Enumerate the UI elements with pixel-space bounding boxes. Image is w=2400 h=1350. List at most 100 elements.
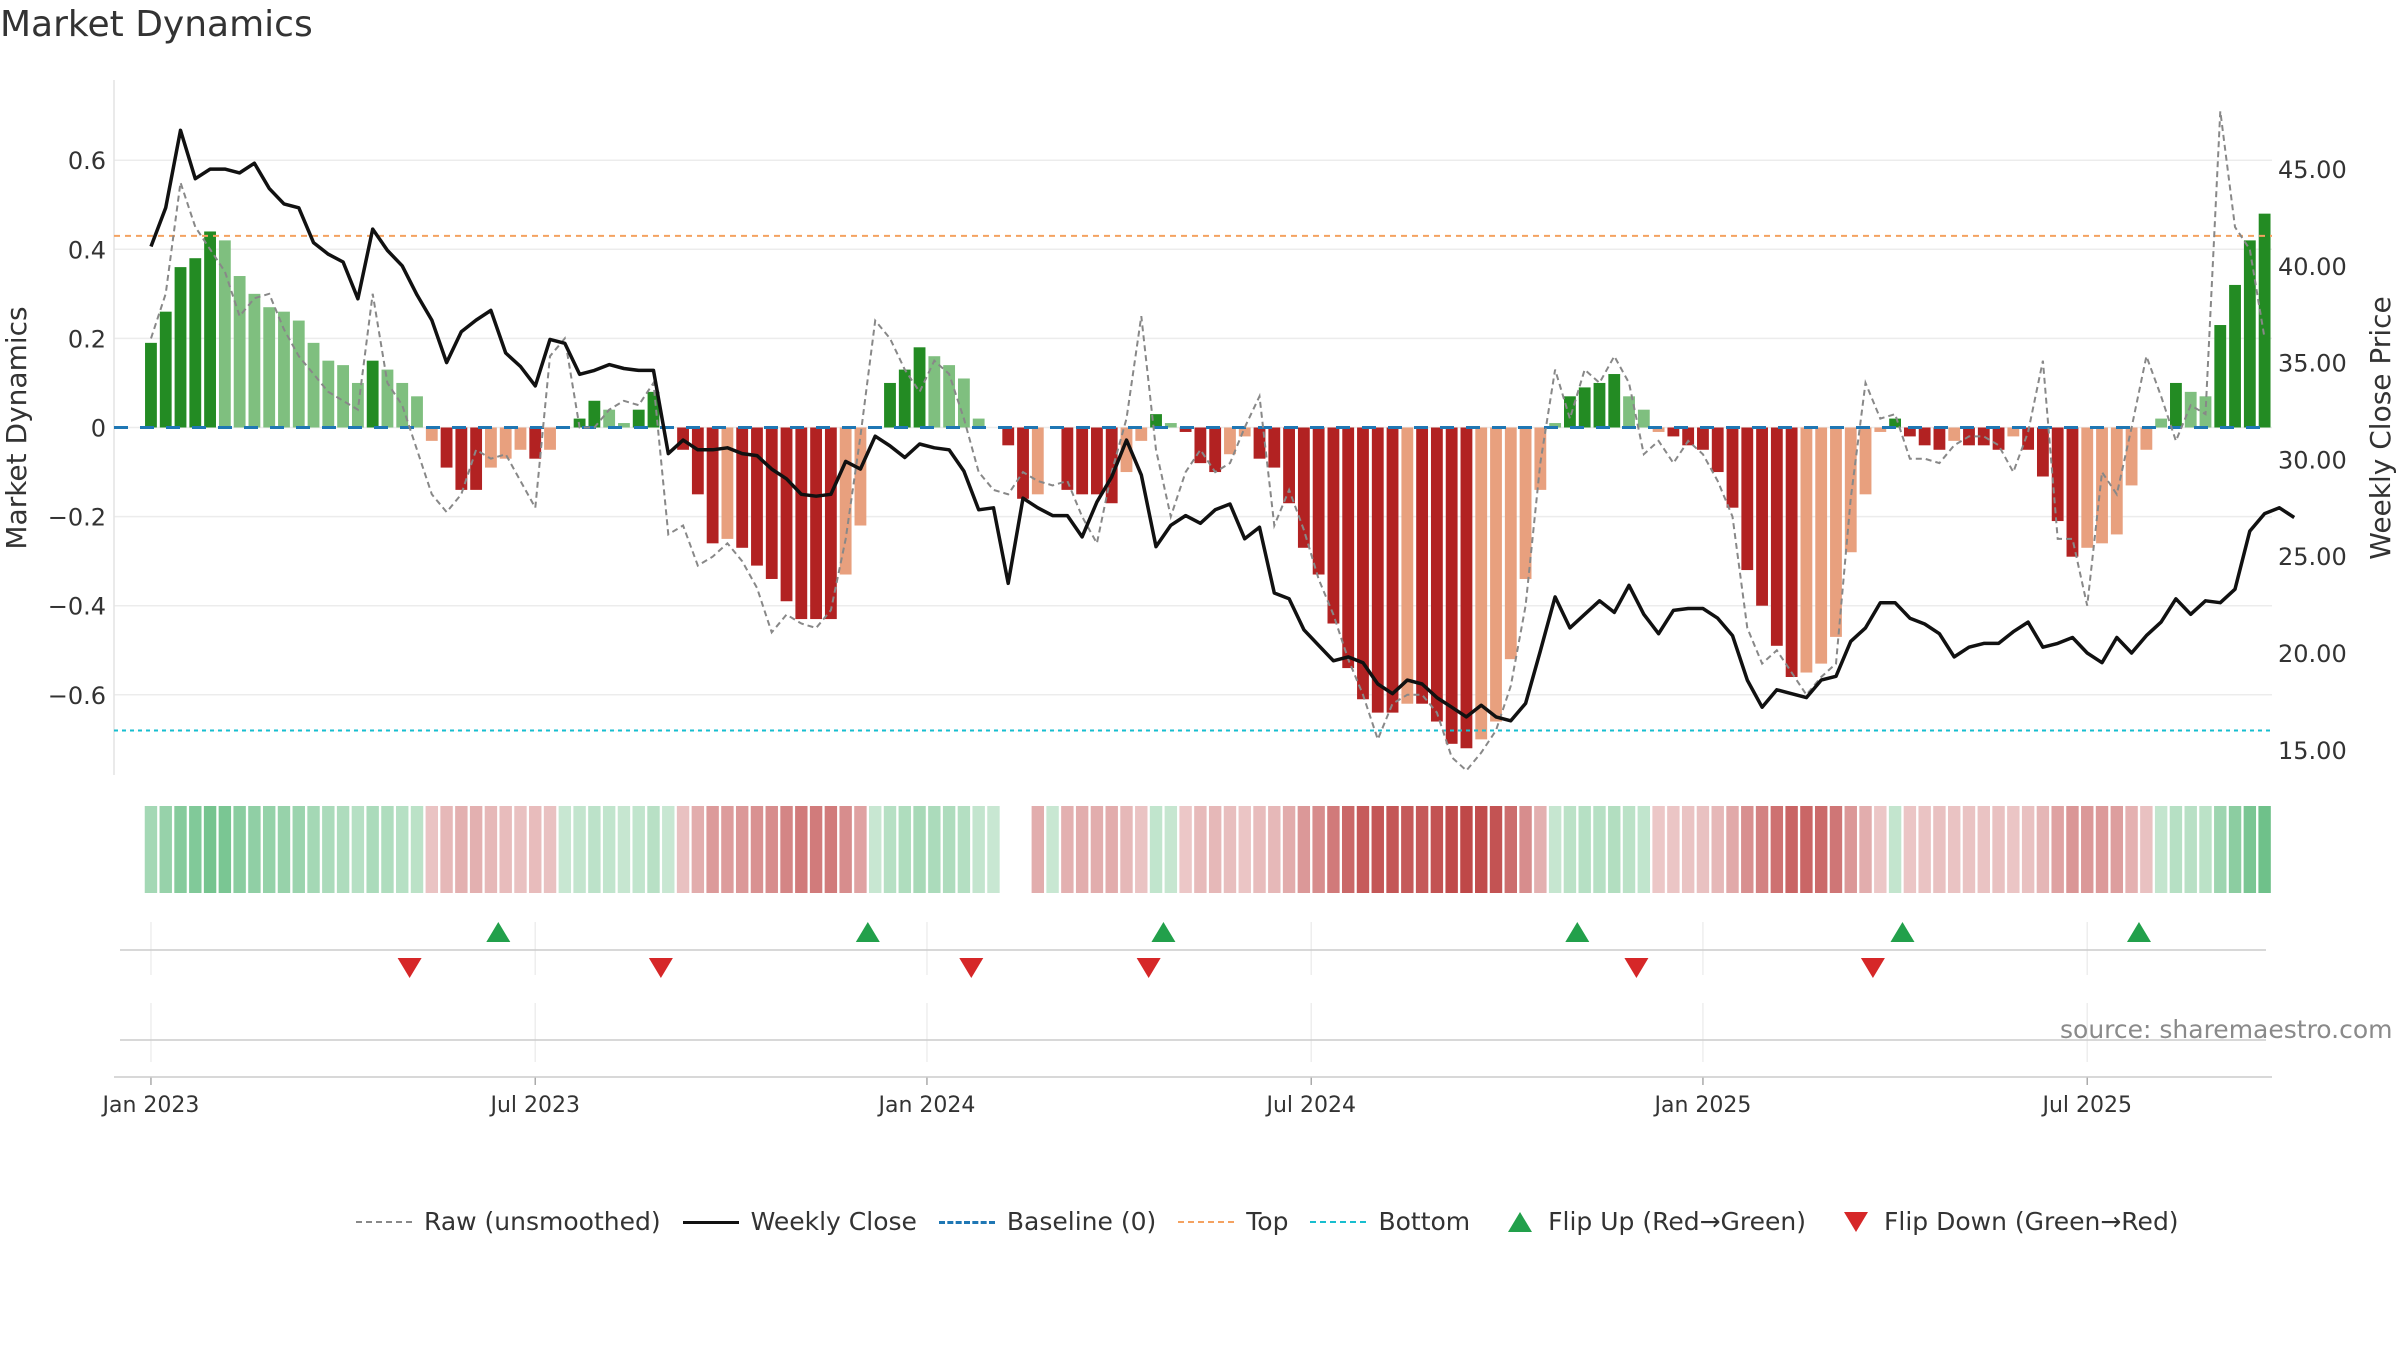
strip-cell xyxy=(1548,806,1562,893)
dynamics-bar xyxy=(2214,325,2227,428)
dynamics-bar xyxy=(943,365,956,428)
strip-cell xyxy=(1711,806,1724,893)
strip-cell xyxy=(1741,806,1754,893)
strip-cell xyxy=(1608,806,1621,893)
dynamics-bar xyxy=(1933,427,1946,450)
strip-cell xyxy=(1785,806,1798,893)
strip-cell xyxy=(1977,806,1990,893)
strip-cell xyxy=(1948,806,1961,893)
dynamics-bar xyxy=(1859,427,1872,495)
strip-cell xyxy=(1829,806,1843,893)
dynamics-bar xyxy=(1741,427,1754,571)
dynamics-bar xyxy=(204,231,216,428)
dynamics-bar xyxy=(1460,427,1473,749)
strip-cell xyxy=(144,806,158,893)
strip-cell xyxy=(765,806,778,893)
y2-tick-label: 35.00 xyxy=(2278,350,2347,378)
dynamics-bar xyxy=(1475,427,1488,740)
dynamics-bar xyxy=(1549,423,1562,428)
strip-cell xyxy=(1962,806,1976,893)
dynamics-bar xyxy=(381,369,394,428)
legend-flip-down-label: Flip Down (Green→Red) xyxy=(1884,1207,2179,1236)
dynamics-bar xyxy=(824,427,837,620)
y-tick-label: 0.4 xyxy=(68,236,106,264)
strip-cell xyxy=(292,806,305,893)
dynamics-bar xyxy=(1844,427,1857,553)
dynamics-bar xyxy=(307,342,320,428)
strip-cell xyxy=(617,806,631,893)
bottom-swatch-icon xyxy=(1310,1212,1367,1232)
dynamics-bar xyxy=(425,427,438,441)
dynamics-bar xyxy=(1874,427,1887,432)
dynamics-bar xyxy=(1948,427,1961,441)
strip-cell xyxy=(691,806,705,893)
dynamics-bar xyxy=(1726,427,1739,508)
dynamics-bar xyxy=(2125,427,2138,486)
strip-cell xyxy=(1401,806,1414,893)
strip-cell xyxy=(1386,806,1399,893)
dynamics-bar xyxy=(2081,427,2094,548)
dynamics-bar xyxy=(2110,427,2123,535)
dynamics-bar xyxy=(159,311,172,428)
strip-cell xyxy=(2154,806,2168,893)
dynamics-bar xyxy=(1903,427,1916,437)
dynamics-bar xyxy=(2066,427,2079,557)
dynamics-bar xyxy=(396,382,409,428)
dynamics-bar xyxy=(1563,396,1576,428)
strip-cell xyxy=(1992,806,2005,893)
flip-up-marker xyxy=(855,922,880,942)
dynamics-bar xyxy=(1120,427,1133,473)
dynamics-bar xyxy=(455,427,468,490)
dynamics-bar xyxy=(1342,427,1355,669)
strip-cell xyxy=(928,806,941,893)
dynamics-bar xyxy=(1519,427,1532,579)
lines-layer xyxy=(114,111,2296,772)
strip-cell xyxy=(898,806,911,893)
dynamics-bar xyxy=(1416,427,1429,704)
strip-cell xyxy=(1637,806,1651,893)
flip-down-marker xyxy=(1624,958,1649,978)
dynamics-bar xyxy=(1312,427,1325,575)
strip-cell xyxy=(1445,806,1458,893)
strip-cell xyxy=(1031,806,1045,893)
strip-cell xyxy=(262,806,276,893)
strip-cell xyxy=(1475,806,1488,893)
y-tick-label: −0.4 xyxy=(48,593,106,621)
axes-layer xyxy=(113,80,2272,1085)
dynamics-bar xyxy=(1652,427,1665,432)
strip-cell xyxy=(1046,806,1059,893)
baseline-swatch-icon xyxy=(938,1212,995,1232)
strip-cell xyxy=(1208,806,1222,893)
dynamics-bar xyxy=(1238,427,1251,437)
dynamics-bar xyxy=(706,427,719,544)
dynamics-bar xyxy=(2258,213,2271,428)
dynamics-bar xyxy=(854,427,867,526)
strip-cell xyxy=(1534,806,1547,893)
legend-baseline-label: Baseline (0) xyxy=(1006,1207,1157,1236)
x-tick-label: Jan 2023 xyxy=(100,1093,199,1118)
dynamics-bar xyxy=(1401,427,1414,704)
strip-cell xyxy=(469,806,483,893)
dynamics-bar xyxy=(1179,427,1192,432)
y2-tick-label: 40.00 xyxy=(2278,253,2347,281)
strip-cell xyxy=(1282,806,1296,893)
legend-close: Weekly Close xyxy=(682,1207,917,1236)
dynamics-bar xyxy=(1430,427,1443,722)
dynamics-bar xyxy=(2155,418,2168,428)
grid-layer xyxy=(114,159,2272,1062)
strip-cell xyxy=(2199,806,2212,893)
strip-cell xyxy=(1341,806,1355,893)
dynamics-bar xyxy=(1992,427,2005,450)
dynamics-bar xyxy=(248,293,261,428)
strip-cell xyxy=(602,806,616,893)
dynamics-bar xyxy=(2051,427,2064,522)
dynamics-bar xyxy=(1135,427,1148,441)
legend-bottom-label: Bottom xyxy=(1378,1207,1471,1236)
flip-up-marker xyxy=(1890,922,1915,942)
strip-cell xyxy=(499,806,512,893)
dynamics-bar xyxy=(1105,427,1118,504)
strip-cell xyxy=(1844,806,1857,893)
strip-cell xyxy=(676,806,690,893)
strip-cell xyxy=(2140,806,2153,893)
strip-cell xyxy=(1814,806,1828,893)
